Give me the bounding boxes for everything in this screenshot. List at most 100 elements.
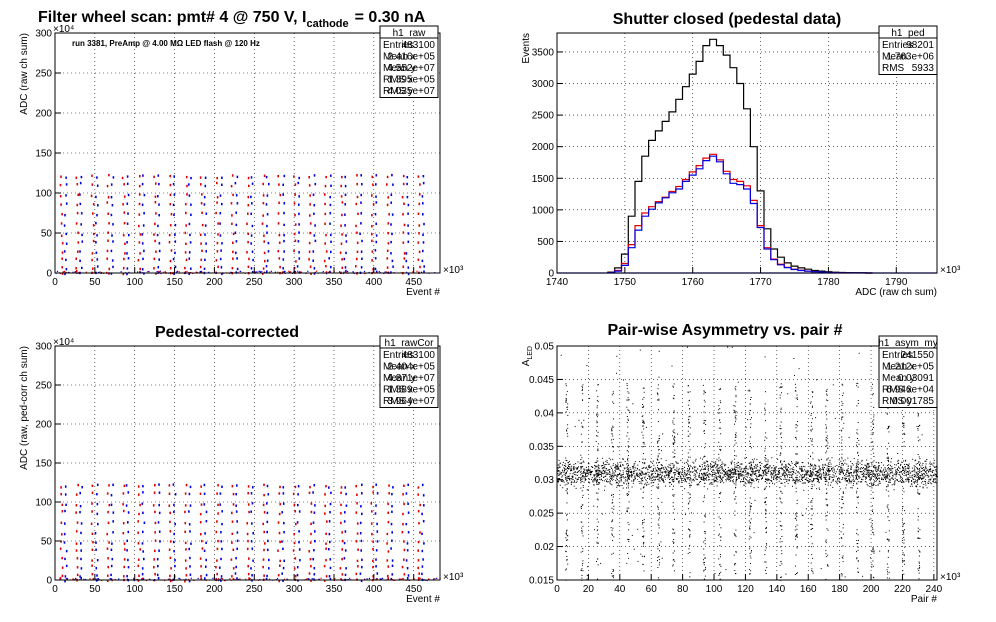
data-point	[606, 481, 607, 483]
data-point	[611, 439, 612, 441]
data-point	[65, 503, 67, 506]
data-point	[786, 469, 788, 471]
data-point	[596, 416, 598, 418]
data-point	[596, 482, 598, 484]
data-point	[91, 491, 94, 494]
data-point	[297, 181, 300, 185]
data-point	[703, 479, 705, 481]
data-point	[735, 412, 737, 414]
data-point	[582, 399, 583, 401]
data-point	[297, 485, 300, 488]
data-point	[682, 480, 684, 481]
data-point	[341, 531, 343, 534]
data-point	[221, 242, 223, 245]
data-point	[597, 396, 599, 398]
data-point	[903, 469, 905, 471]
data-point	[200, 503, 203, 506]
data-point	[622, 470, 624, 472]
data-point	[935, 469, 937, 471]
data-point	[391, 492, 393, 496]
data-point	[184, 266, 186, 270]
data-point	[878, 477, 880, 479]
data-point	[565, 532, 567, 534]
data-point	[670, 463, 672, 465]
data-point	[581, 577, 583, 579]
data-point	[626, 487, 627, 489]
data-point	[815, 465, 817, 467]
data-point	[813, 479, 815, 481]
data-point	[375, 234, 378, 237]
data-point	[360, 222, 362, 225]
data-point	[126, 575, 128, 578]
data-point	[565, 537, 567, 539]
data-point	[310, 522, 312, 525]
data-point	[672, 442, 674, 444]
y-tick-label: 3000	[532, 79, 555, 90]
data-point	[643, 397, 645, 398]
data-point	[375, 201, 378, 204]
data-point	[737, 465, 739, 466]
data-point	[759, 464, 761, 466]
data-point	[787, 474, 788, 476]
x-tick-label: 150	[166, 584, 183, 595]
data-point	[361, 558, 363, 561]
data-point	[689, 544, 691, 546]
data-point	[669, 479, 671, 480]
data-point	[236, 547, 238, 550]
data-point	[141, 203, 144, 206]
data-point	[718, 476, 720, 478]
data-point	[567, 462, 569, 464]
data-point	[674, 474, 676, 476]
data-point	[158, 511, 161, 515]
data-point	[935, 466, 937, 468]
data-point	[673, 395, 675, 396]
data-point	[637, 475, 639, 477]
data-point	[686, 470, 688, 472]
data-point	[600, 479, 602, 481]
data-point	[566, 478, 568, 480]
data-point	[626, 472, 627, 474]
data-point	[711, 470, 712, 472]
data-point	[583, 470, 584, 472]
data-point	[658, 449, 660, 451]
data-point	[673, 559, 675, 560]
data-point	[643, 422, 645, 424]
data-point	[598, 482, 600, 483]
data-point	[250, 267, 253, 270]
data-point	[627, 511, 628, 513]
data-point	[863, 468, 865, 470]
data-point	[797, 479, 799, 481]
data-point	[604, 471, 606, 473]
data-point	[355, 265, 357, 268]
data-point	[247, 195, 250, 199]
data-point	[718, 470, 720, 472]
data-point	[853, 471, 855, 473]
data-point	[658, 527, 660, 529]
data-point	[768, 478, 769, 480]
data-point	[661, 467, 662, 469]
data-point	[703, 456, 705, 458]
data-point	[616, 476, 618, 478]
data-point	[402, 265, 405, 268]
data-point	[712, 473, 714, 475]
data-point	[296, 573, 299, 577]
panel-ped: Shutter closed (pedestal data)1740 1750 17…	[521, 11, 961, 298]
data-point	[236, 484, 238, 487]
data-point	[138, 574, 140, 577]
data-point	[805, 478, 807, 480]
data-point	[111, 259, 114, 262]
data-point	[720, 475, 722, 477]
data-point	[382, 577, 384, 579]
data-point	[692, 461, 694, 463]
data-point	[154, 573, 156, 576]
data-point	[65, 564, 68, 568]
data-point	[880, 467, 882, 469]
data-point	[126, 222, 129, 225]
data-point	[885, 473, 887, 475]
data-point	[173, 213, 175, 216]
data-point	[582, 560, 584, 562]
data-point	[582, 472, 584, 474]
data-point	[391, 232, 393, 236]
data-point	[593, 475, 595, 477]
